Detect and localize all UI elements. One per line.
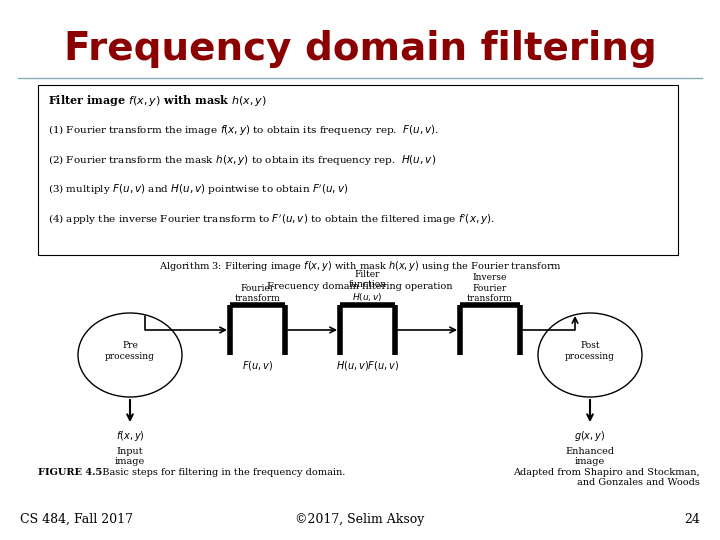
Text: $H(u,v)F(u,v)$: $H(u,v)F(u,v)$ (336, 359, 399, 372)
Text: Filter image $f(x, y)$ with mask $h(x, y)$: Filter image $f(x, y)$ with mask $h(x, y… (48, 93, 267, 108)
Text: Frecuency domain filtering operation: Frecuency domain filtering operation (267, 282, 453, 291)
Text: (3) multiply $F(u, v)$ and $H(u, v)$ pointwise to obtain $F'(u, v)$: (3) multiply $F(u, v)$ and $H(u, v)$ poi… (48, 183, 348, 198)
Text: Post
processing: Post processing (565, 341, 615, 361)
Text: (4) apply the inverse Fourier transform to $F'(u, v)$ to obtain the filtered ima: (4) apply the inverse Fourier transform … (48, 213, 495, 227)
Text: Algorithm 3: Filtering image $f(x, y)$ with mask $h(x, y)$ using the Fourier tra: Algorithm 3: Filtering image $f(x, y)$ w… (158, 259, 562, 273)
Text: Enhanced
image: Enhanced image (565, 447, 615, 467)
Text: Frequency domain filtering: Frequency domain filtering (63, 30, 657, 68)
Text: ©2017, Selim Aksoy: ©2017, Selim Aksoy (295, 513, 425, 526)
Text: Filter
function
$H(u,v)$: Filter function $H(u,v)$ (348, 270, 387, 303)
Text: Inverse
Fourier
transform: Inverse Fourier transform (467, 273, 513, 303)
Text: Input
image: Input image (115, 447, 145, 467)
Ellipse shape (538, 313, 642, 397)
Text: $f(x, y)$: $f(x, y)$ (116, 429, 144, 443)
Ellipse shape (78, 313, 182, 397)
Text: (2) Fourier transform the mask $h(x, y)$ to obtain its frequency rep.  $H(u, v)$: (2) Fourier transform the mask $h(x, y)$… (48, 153, 436, 167)
Text: (1) Fourier transform the image $f(x, y)$ to obtain its frequency rep.  $F(u, v): (1) Fourier transform the image $f(x, y)… (48, 123, 439, 137)
Text: FIGURE 4.5: FIGURE 4.5 (38, 468, 102, 477)
Text: Pre
processing: Pre processing (105, 341, 155, 361)
Text: $g(x, y)$: $g(x, y)$ (575, 429, 606, 443)
Text: Basic steps for filtering in the frequency domain.: Basic steps for filtering in the frequen… (96, 468, 346, 477)
Text: $F(u,v)$: $F(u,v)$ (242, 359, 273, 372)
Text: CS 484, Fall 2017: CS 484, Fall 2017 (20, 513, 133, 526)
Text: Adapted from Shapiro and Stockman,
and Gonzales and Woods: Adapted from Shapiro and Stockman, and G… (513, 468, 700, 488)
Text: Fourier
transform: Fourier transform (235, 284, 280, 303)
FancyBboxPatch shape (38, 85, 678, 255)
Text: 24: 24 (684, 513, 700, 526)
